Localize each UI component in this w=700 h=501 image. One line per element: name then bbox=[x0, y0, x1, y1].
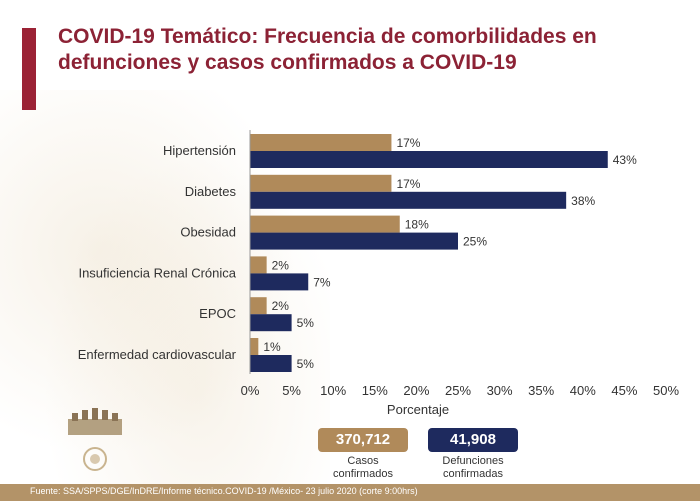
bar-value-label: 5% bbox=[297, 316, 315, 330]
footer-bar bbox=[0, 484, 700, 501]
bar-value-label: 5% bbox=[297, 357, 315, 371]
bar-defunciones-confirmadas bbox=[250, 191, 567, 209]
category-label: EPOC bbox=[199, 306, 236, 321]
x-tick-label: 0% bbox=[241, 383, 260, 398]
title-line-1: COVID-19 Temático: Frecuencia de comorbi… bbox=[58, 25, 597, 48]
defunciones-caption-line-1: Defunciones bbox=[442, 455, 504, 467]
category-label: Insuficiencia Renal Crónica bbox=[78, 265, 236, 280]
x-tick-label: 30% bbox=[487, 383, 513, 398]
bar-value-label: 18% bbox=[405, 218, 429, 232]
defunciones-confirmadas-total: 41,908 bbox=[428, 428, 518, 452]
bar-defunciones-confirmadas bbox=[250, 151, 608, 168]
bar-defunciones-confirmadas bbox=[250, 355, 292, 372]
x-tick-label: 35% bbox=[528, 383, 554, 398]
x-axis-title: Porcentaje bbox=[387, 402, 449, 417]
bar-value-label: 1% bbox=[263, 340, 281, 354]
title-line-2: defunciones y casos confirmados a COVID-… bbox=[58, 51, 517, 74]
bar-value-label: 38% bbox=[571, 194, 595, 208]
casos-confirmados-caption: Casos confirmados bbox=[318, 455, 408, 481]
chart-bars bbox=[250, 134, 608, 372]
bar-casos-confirmados bbox=[250, 215, 400, 233]
government-seal-icon bbox=[68, 408, 122, 471]
x-tick-label: 45% bbox=[611, 383, 637, 398]
casos-confirmados-total: 370,712 bbox=[318, 428, 408, 452]
x-tick-label: 5% bbox=[282, 383, 301, 398]
bar-value-label: 7% bbox=[313, 275, 331, 289]
x-axis: 0% 5% 10% 15% 20% 25% 30% 35% 40% 45% 50% bbox=[241, 130, 679, 398]
category-label: Obesidad bbox=[180, 225, 236, 240]
bar-defunciones-confirmadas bbox=[250, 232, 458, 250]
casos-caption-line-1: Casos bbox=[347, 455, 379, 467]
casos-caption-line-2: confirmados bbox=[333, 468, 393, 480]
bar-casos-confirmados bbox=[250, 297, 267, 315]
category-label: Hipertensión bbox=[163, 143, 236, 158]
bar-defunciones-confirmadas bbox=[250, 314, 292, 332]
bar-casos-confirmados bbox=[250, 134, 392, 151]
bar-value-label: 2% bbox=[272, 299, 290, 313]
bar-value-label: 17% bbox=[396, 136, 420, 150]
defunciones-confirmadas-caption: Defunciones confirmadas bbox=[428, 455, 518, 481]
x-tick-label: 10% bbox=[320, 383, 346, 398]
x-tick-label: 40% bbox=[570, 383, 596, 398]
title-accent-bar bbox=[22, 28, 36, 110]
category-labels: Hipertensión Diabetes Obesidad Insuficienci… bbox=[78, 143, 237, 362]
x-tick-label: 20% bbox=[403, 383, 429, 398]
value-labels: 17% 43% 17% 38% 18% 25% 2% 7% 2% 5% 1% 5% bbox=[263, 136, 637, 371]
bar-value-label: 2% bbox=[272, 258, 290, 272]
bar-value-label: 43% bbox=[613, 153, 637, 167]
category-label: Enfermedad cardiovascular bbox=[78, 347, 237, 362]
x-tick-label: 50% bbox=[653, 383, 679, 398]
x-tick-label: 25% bbox=[445, 383, 471, 398]
page-title: COVID-19 Temático: Frecuencia de comorbi… bbox=[58, 24, 678, 76]
bar-casos-confirmados bbox=[250, 174, 392, 192]
source-note: Fuente: SSA/SPPS/DGE/InDRE/Informe técni… bbox=[30, 486, 418, 496]
bar-value-label: 25% bbox=[463, 235, 487, 249]
comorbidity-bar-chart: Hipertensión Diabetes Obesidad Insuficienci… bbox=[78, 130, 679, 417]
defunciones-caption-line-2: confirmadas bbox=[443, 468, 503, 480]
bar-casos-confirmados bbox=[250, 338, 259, 355]
bar-defunciones-confirmadas bbox=[250, 273, 309, 291]
x-tick-label: 15% bbox=[362, 383, 388, 398]
bar-casos-confirmados bbox=[250, 256, 267, 274]
bar-value-label: 17% bbox=[396, 177, 420, 191]
category-label: Diabetes bbox=[185, 184, 237, 199]
